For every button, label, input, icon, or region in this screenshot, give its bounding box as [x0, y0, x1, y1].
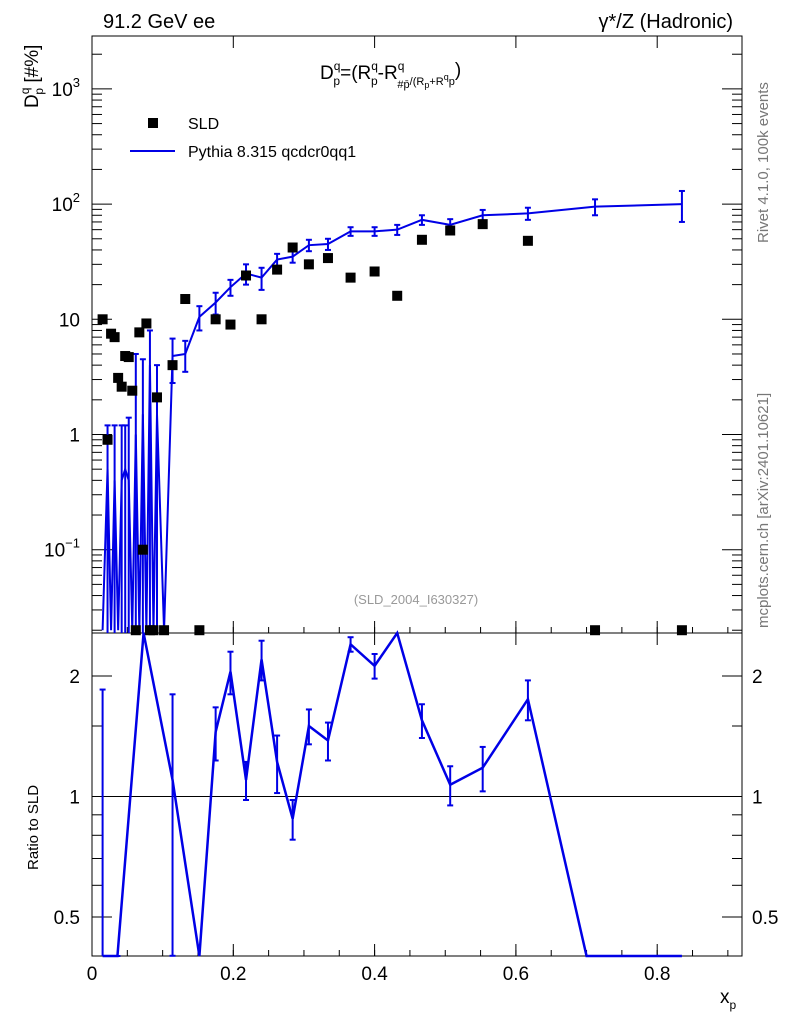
- ratio-tick-label-right: 0.5: [752, 908, 778, 929]
- sld-data-point: [477, 219, 488, 230]
- energy-label: 91.2 GeV ee: [103, 11, 215, 33]
- x-tick-label: 0.2: [220, 964, 246, 985]
- sld-data-point: [148, 625, 159, 636]
- ratio-tick-label: 2: [69, 667, 80, 688]
- y-tick-label: 10−1: [44, 536, 80, 562]
- sld-data-point: [159, 625, 170, 636]
- sld-data-point: [590, 625, 601, 636]
- mcplots-label: mcplots.cern.ch [arXiv:2401.10621]: [755, 393, 772, 628]
- ratio-tick-label-right: 1: [752, 788, 763, 809]
- process-label: γ*/Z (Hadronic): [599, 11, 733, 33]
- y-tick-label: 1: [69, 426, 80, 447]
- ratio-plot-frame: [91, 632, 743, 957]
- y-tick-label: 102: [52, 190, 80, 216]
- ratio-y-axis-label: Ratio to SLD: [25, 785, 42, 870]
- sld-data-point: [123, 352, 134, 363]
- y-tick-label: 10: [59, 310, 80, 331]
- sld-data-point: [137, 544, 148, 555]
- sld-data-point: [180, 294, 191, 305]
- sld-data-point: [141, 318, 152, 329]
- x-tick-label: 0.4: [361, 964, 388, 985]
- sld-data-point: [102, 434, 113, 445]
- sld-data-point: [127, 385, 138, 396]
- ratio-series-line: [102, 630, 682, 958]
- legend-marker-sld: [148, 118, 158, 128]
- analysis-watermark: (SLD_2004_I630327): [354, 592, 478, 607]
- sld-data-point: [345, 272, 356, 283]
- legend-label-sld: SLD: [188, 116, 219, 133]
- x-tick-label: 0.6: [503, 964, 529, 985]
- sld-data-point: [303, 259, 314, 270]
- sld-data-point: [167, 360, 178, 371]
- plot-title: Dq p=(Rq p-Rq #p̄/(Rp+Rqp): [320, 59, 461, 91]
- sld-data-point: [287, 242, 298, 253]
- ratio-tick-label-right: 2: [752, 667, 763, 688]
- legend-label-mc: Pythia 8.315 qcdcr0qq1: [188, 144, 356, 161]
- sld-data-point: [109, 332, 120, 343]
- sld-data-point: [445, 225, 456, 236]
- sld-data-point: [130, 625, 141, 636]
- sld-data-point: [256, 314, 267, 325]
- sld-data-point: [113, 372, 124, 383]
- ratio-tick-label: 1: [69, 788, 80, 809]
- ratio-tick-label: 0.5: [54, 908, 80, 929]
- sld-data-point: [134, 327, 145, 338]
- y-tick-label: 103: [52, 75, 80, 101]
- sld-data-point: [322, 253, 333, 264]
- sld-data-point: [225, 319, 236, 330]
- sld-data-point: [241, 270, 252, 281]
- sld-data-point: [522, 235, 533, 246]
- rivet-label: Rivet 4.1.0, 100k events: [755, 82, 772, 243]
- sld-data-point: [210, 314, 221, 325]
- sld-data-point: [369, 266, 380, 277]
- mc-series-line: [101, 203, 682, 631]
- y-axis-label: Dqp [#%]: [18, 45, 46, 108]
- sld-data-point: [151, 392, 162, 403]
- sld-data-point: [116, 381, 127, 392]
- sld-data-point: [272, 264, 283, 275]
- sld-data-point: [416, 234, 427, 245]
- x-tick-label: 0: [87, 964, 98, 985]
- sld-data-point: [194, 625, 205, 636]
- sld-data-point: [392, 290, 403, 301]
- x-tick-label: 0.8: [644, 964, 670, 985]
- sld-data-point: [97, 314, 108, 325]
- sld-data-point: [676, 625, 687, 636]
- x-axis-label: xp: [720, 987, 737, 1012]
